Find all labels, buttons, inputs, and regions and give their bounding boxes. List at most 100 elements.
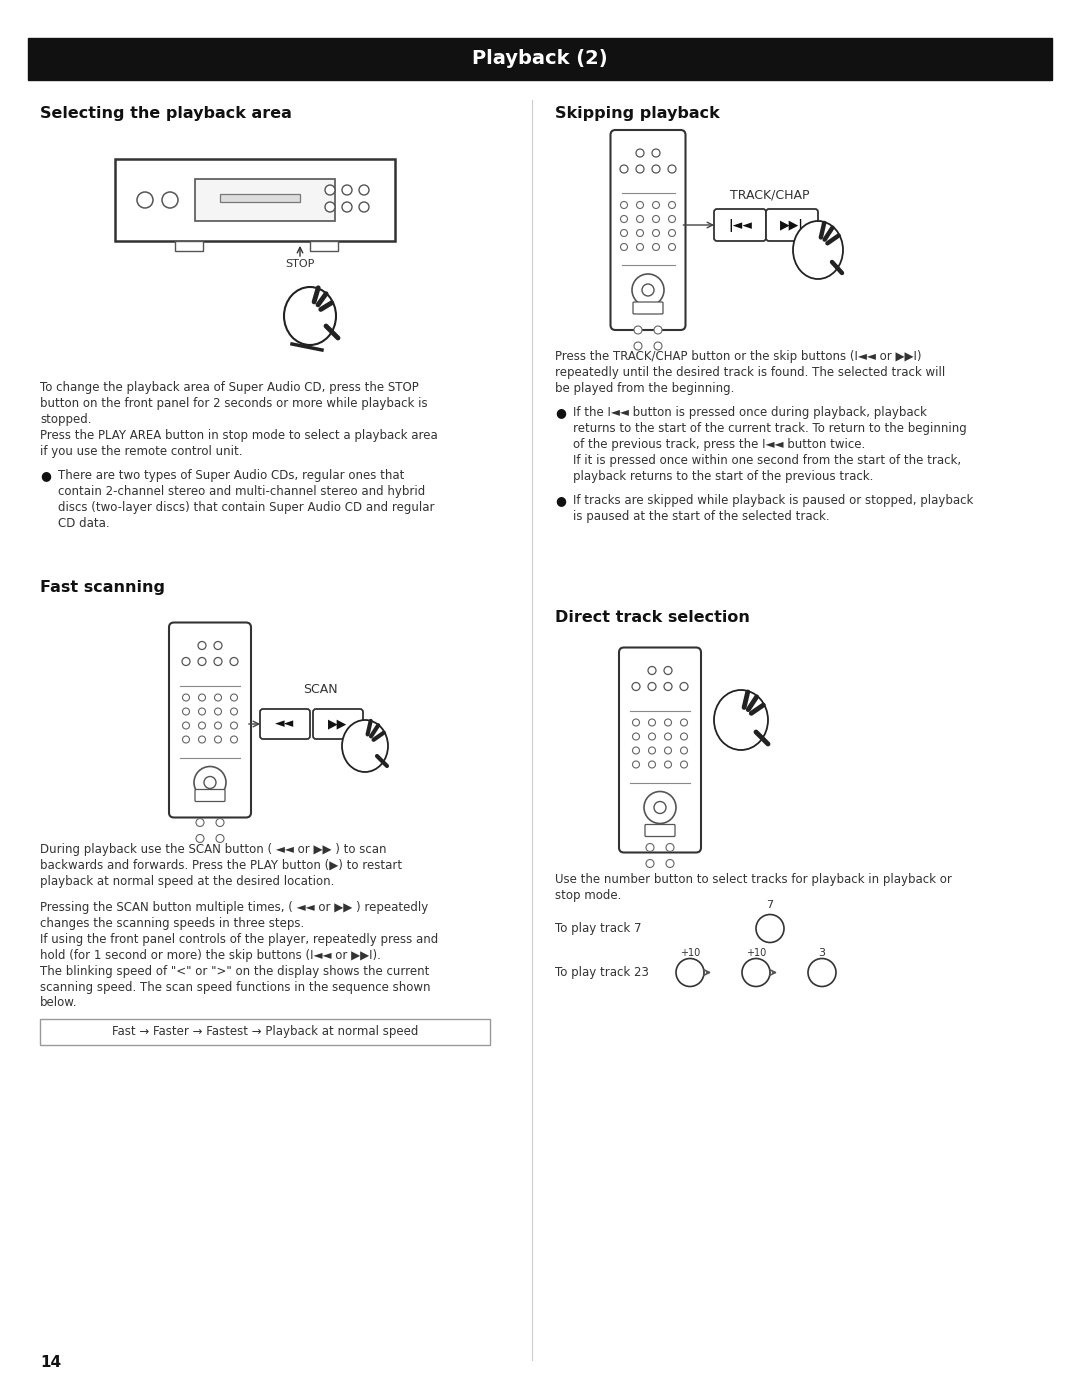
- Text: 7: 7: [767, 901, 773, 911]
- Circle shape: [652, 215, 660, 222]
- Circle shape: [194, 767, 226, 799]
- Text: of the previous track, press the I◄◄ button twice.: of the previous track, press the I◄◄ but…: [573, 439, 865, 451]
- Circle shape: [359, 184, 369, 196]
- FancyBboxPatch shape: [260, 710, 310, 739]
- Circle shape: [183, 658, 190, 665]
- Circle shape: [204, 777, 216, 788]
- Circle shape: [632, 274, 664, 306]
- Bar: [28, 38, 1052, 80]
- Text: Use the number button to select tracks for playback in playback or: Use the number button to select tracks f…: [555, 873, 951, 886]
- Text: If using the front panel controls of the player, repeatedly press and: If using the front panel controls of the…: [40, 933, 438, 946]
- Circle shape: [137, 191, 153, 208]
- Circle shape: [648, 733, 656, 740]
- Circle shape: [636, 201, 644, 208]
- Circle shape: [636, 243, 644, 250]
- FancyBboxPatch shape: [766, 210, 818, 242]
- Circle shape: [342, 203, 352, 212]
- Circle shape: [634, 342, 642, 351]
- Text: stopped.: stopped.: [40, 414, 92, 426]
- Circle shape: [216, 834, 224, 842]
- Text: Skipping playback: Skipping playback: [555, 106, 719, 122]
- Text: Playback (2): Playback (2): [472, 49, 608, 68]
- Circle shape: [654, 326, 662, 334]
- Circle shape: [198, 658, 206, 665]
- Circle shape: [636, 149, 644, 156]
- Circle shape: [215, 722, 221, 729]
- Text: changes the scanning speeds in three steps.: changes the scanning speeds in three ste…: [40, 916, 305, 929]
- Circle shape: [654, 342, 662, 351]
- Text: below.: below.: [40, 996, 78, 1010]
- Circle shape: [669, 243, 675, 250]
- FancyBboxPatch shape: [633, 302, 663, 314]
- Text: Fast → Faster → Fastest → Playback at normal speed: Fast → Faster → Fastest → Playback at no…: [112, 1025, 418, 1038]
- Ellipse shape: [793, 221, 843, 279]
- Circle shape: [342, 184, 352, 196]
- Circle shape: [621, 229, 627, 236]
- Circle shape: [666, 844, 674, 852]
- Circle shape: [652, 229, 660, 236]
- Bar: [195, 179, 335, 221]
- Circle shape: [325, 184, 335, 196]
- Text: Pressing the SCAN button multiple times, ( ◄◄ or ▶▶ ) repeatedly: Pressing the SCAN button multiple times,…: [40, 901, 429, 914]
- Text: ▶▶|: ▶▶|: [780, 218, 804, 232]
- Circle shape: [633, 747, 639, 754]
- Circle shape: [646, 844, 654, 852]
- Circle shape: [183, 736, 189, 743]
- Circle shape: [162, 191, 178, 208]
- Text: STOP: STOP: [285, 258, 314, 270]
- Text: ●: ●: [40, 469, 51, 482]
- Text: SCAN: SCAN: [302, 683, 337, 696]
- Circle shape: [636, 165, 644, 173]
- Circle shape: [652, 201, 660, 208]
- Text: ◄◄: ◄◄: [275, 718, 295, 731]
- Bar: [310, 242, 338, 251]
- Text: playback at normal speed at the desired location.: playback at normal speed at the desired …: [40, 875, 335, 887]
- Circle shape: [214, 658, 222, 665]
- Circle shape: [664, 719, 672, 726]
- FancyBboxPatch shape: [195, 789, 225, 802]
- Text: +10: +10: [680, 968, 700, 978]
- Circle shape: [634, 326, 642, 334]
- Ellipse shape: [714, 690, 768, 750]
- Text: Press the PLAY AREA button in stop mode to select a playback area: Press the PLAY AREA button in stop mode …: [40, 429, 437, 441]
- Circle shape: [230, 708, 238, 715]
- Text: TRACK/CHAP: TRACK/CHAP: [730, 189, 810, 201]
- Text: +10: +10: [746, 947, 766, 957]
- Ellipse shape: [342, 719, 388, 773]
- Circle shape: [652, 243, 660, 250]
- Text: discs (two-layer discs) that contain Super Audio CD and regular: discs (two-layer discs) that contain Sup…: [58, 502, 434, 514]
- Text: +10: +10: [680, 947, 700, 957]
- Circle shape: [230, 694, 238, 701]
- FancyBboxPatch shape: [714, 210, 766, 242]
- Circle shape: [646, 859, 654, 868]
- Circle shape: [652, 165, 660, 173]
- Circle shape: [636, 215, 644, 222]
- Ellipse shape: [284, 286, 336, 345]
- Circle shape: [680, 747, 688, 754]
- Circle shape: [199, 708, 205, 715]
- Circle shape: [669, 201, 675, 208]
- Circle shape: [199, 722, 205, 729]
- Text: +10: +10: [746, 968, 766, 978]
- Circle shape: [633, 733, 639, 740]
- Circle shape: [183, 708, 189, 715]
- Circle shape: [676, 958, 704, 986]
- Circle shape: [621, 243, 627, 250]
- Text: If tracks are skipped while playback is paused or stopped, playback: If tracks are skipped while playback is …: [573, 495, 973, 507]
- Text: Press the TRACK/CHAP button or the skip buttons (I◄◄ or ▶▶I): Press the TRACK/CHAP button or the skip …: [555, 351, 921, 363]
- Circle shape: [664, 733, 672, 740]
- Circle shape: [230, 658, 238, 665]
- Text: During playback use the SCAN button ( ◄◄ or ▶▶ ) to scan: During playback use the SCAN button ( ◄◄…: [40, 842, 387, 855]
- Circle shape: [648, 683, 656, 690]
- Circle shape: [680, 683, 688, 690]
- Text: There are two types of Super Audio CDs, regular ones that: There are two types of Super Audio CDs, …: [58, 469, 404, 482]
- Circle shape: [648, 747, 656, 754]
- Text: be played from the beginning.: be played from the beginning.: [555, 381, 734, 395]
- Text: 14: 14: [40, 1355, 62, 1370]
- Circle shape: [808, 958, 836, 986]
- Circle shape: [215, 694, 221, 701]
- Text: is paused at the start of the selected track.: is paused at the start of the selected t…: [573, 510, 829, 522]
- Text: 3: 3: [819, 947, 825, 957]
- Text: repeatedly until the desired track is found. The selected track will: repeatedly until the desired track is fo…: [555, 366, 945, 379]
- FancyBboxPatch shape: [40, 1018, 490, 1045]
